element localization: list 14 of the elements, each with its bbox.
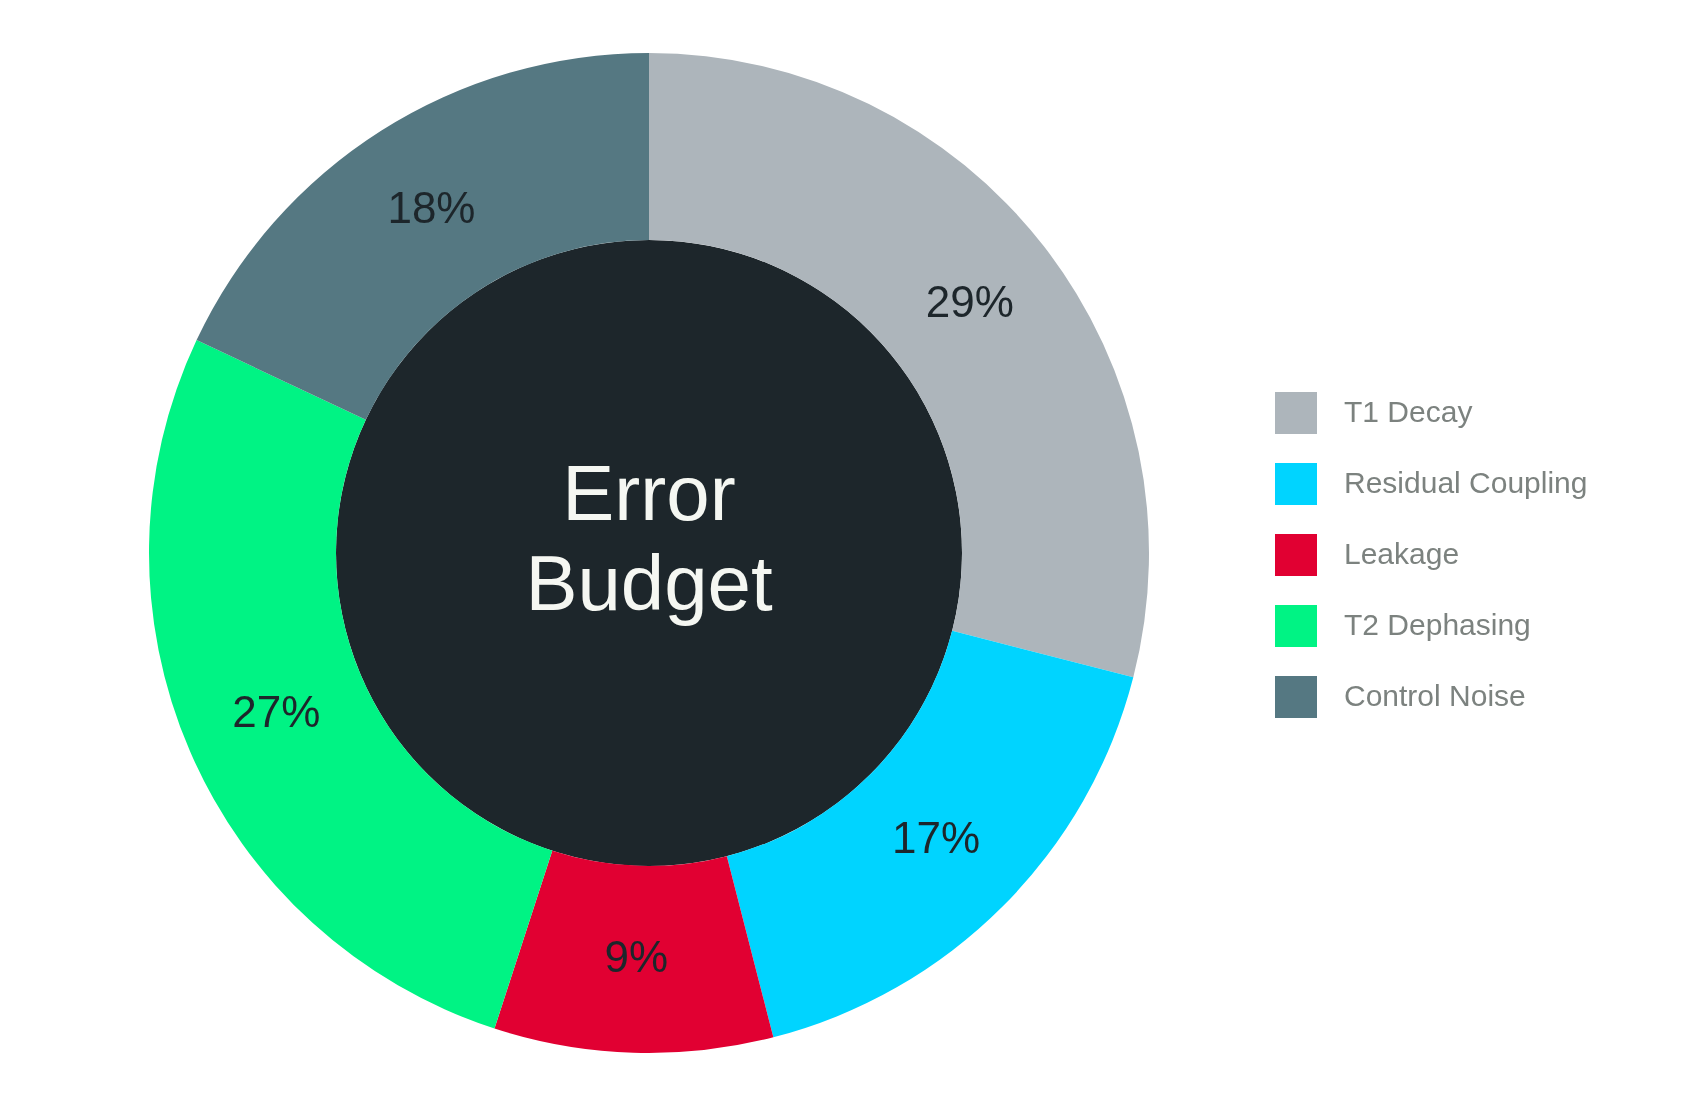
data-label: 17% [892,813,981,863]
data-label: 9% [604,931,669,981]
data-label: 29% [925,277,1014,327]
data-label: 27% [232,687,321,737]
donut-slice [196,53,649,420]
legend-label: Control Noise [1344,679,1526,712]
donut-slice [726,630,1134,1038]
legend-label: T2 Dephasing [1344,608,1531,641]
legend-label: Leakage [1344,537,1460,570]
donut-slice [494,850,774,1053]
legend-label: Residual Coupling [1344,466,1588,499]
data-label: 18% [387,183,476,233]
text: Error Budget [525,449,773,627]
legend-label: T1 Decay [1344,395,1473,428]
